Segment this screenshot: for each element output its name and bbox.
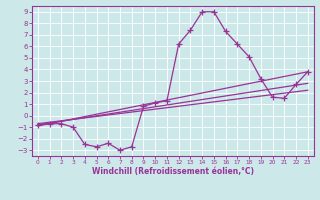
X-axis label: Windchill (Refroidissement éolien,°C): Windchill (Refroidissement éolien,°C) — [92, 167, 254, 176]
